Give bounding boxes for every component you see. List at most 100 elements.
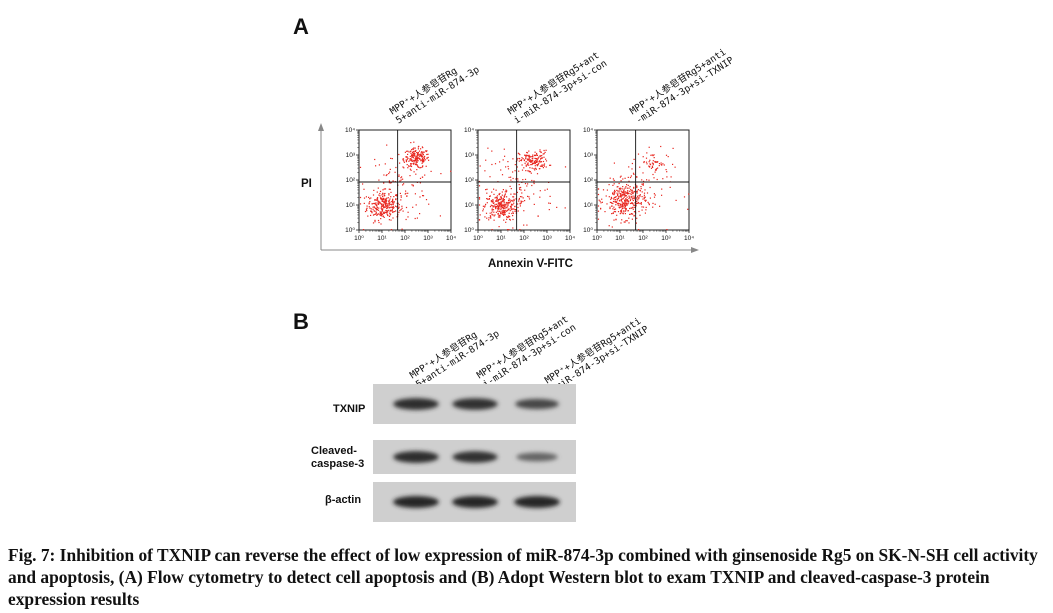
cytometry-dot bbox=[609, 177, 611, 179]
cytometry-dot bbox=[672, 147, 674, 149]
cytometry-dot bbox=[537, 157, 539, 159]
cytometry-dot bbox=[661, 188, 663, 190]
cytometry-dot bbox=[614, 201, 616, 203]
cytometry-dot bbox=[382, 200, 384, 203]
cytometry-dot bbox=[370, 197, 372, 199]
cytometry-dot bbox=[543, 156, 545, 158]
cytometry-dot bbox=[627, 191, 629, 193]
cytometry-dot bbox=[630, 188, 632, 191]
cytometry-dot bbox=[405, 156, 407, 158]
cytometry-dot bbox=[408, 160, 410, 162]
cytometry-dot bbox=[662, 178, 664, 180]
cytometry-dot bbox=[418, 153, 420, 155]
cytometry-dot bbox=[656, 161, 658, 163]
cytometry-dot bbox=[387, 214, 389, 216]
blot-strip-1 bbox=[373, 384, 576, 424]
cytometry-dot bbox=[514, 210, 516, 212]
cytometry-dot bbox=[528, 157, 530, 159]
cytometry-dot bbox=[400, 179, 402, 181]
cytometry-dot bbox=[395, 166, 397, 169]
cytometry-dot bbox=[379, 192, 381, 195]
cytometry-dot bbox=[383, 201, 385, 203]
cytometry-dot bbox=[377, 187, 379, 189]
cytometry-dot bbox=[393, 207, 395, 209]
cytometry-dot bbox=[624, 202, 626, 204]
cytometry-dot bbox=[380, 198, 382, 200]
cytometry-dot bbox=[665, 169, 667, 171]
cytometry-dot bbox=[510, 207, 512, 209]
cytometry-dot bbox=[380, 203, 382, 205]
cytometry-dot bbox=[385, 174, 387, 177]
cytometry-dot bbox=[632, 192, 634, 194]
cytometry-dot bbox=[624, 187, 626, 189]
cytometry-dot bbox=[633, 186, 635, 188]
cytometry-dot bbox=[620, 210, 622, 212]
blot-band bbox=[393, 398, 439, 410]
cytometry-dot bbox=[498, 193, 500, 195]
cytometry-dot bbox=[529, 171, 531, 173]
x-tick-label: 10⁰ bbox=[473, 235, 483, 242]
cytometry-dot bbox=[526, 164, 529, 166]
cytometry-dot bbox=[660, 145, 662, 148]
cytometry-dot bbox=[428, 203, 430, 205]
cytometry-dot bbox=[539, 165, 541, 167]
cytometry-dot bbox=[504, 206, 506, 208]
cytometry-dot bbox=[376, 199, 378, 201]
cytometry-dot bbox=[653, 157, 655, 159]
cytometry-dot bbox=[526, 154, 528, 156]
cytometry-dot bbox=[657, 167, 659, 169]
cytometry-dot bbox=[609, 207, 611, 210]
cytometry-dot bbox=[422, 161, 424, 163]
cytometry-dot bbox=[401, 176, 403, 178]
cytometry-dot bbox=[380, 223, 382, 225]
cytometry-dot bbox=[636, 176, 638, 178]
cytometry-dot bbox=[640, 202, 642, 204]
cytometry-dot bbox=[618, 188, 620, 190]
cytometry-dot bbox=[620, 190, 622, 192]
cytometry-dot bbox=[378, 200, 380, 202]
cytometry-dot bbox=[624, 210, 627, 212]
cytometry-dot bbox=[646, 152, 648, 154]
blot-label-txnip: TXNIP bbox=[333, 403, 366, 415]
cytometry-dot bbox=[383, 211, 385, 213]
cytometry-dot bbox=[504, 196, 506, 198]
cytometry-dot bbox=[372, 214, 375, 216]
cytometry-dot bbox=[502, 210, 504, 212]
cytometry-dot bbox=[539, 160, 541, 162]
cytometry-dot bbox=[409, 168, 411, 170]
cytometry-dot bbox=[363, 202, 365, 204]
cytometry-dot bbox=[645, 199, 647, 201]
cytometry-dot bbox=[420, 152, 422, 154]
cytometry-dot bbox=[636, 198, 638, 200]
cytometry-dot bbox=[509, 202, 511, 204]
cytometry-dot bbox=[630, 202, 632, 204]
cytometry-dot bbox=[505, 166, 507, 168]
cytometry-dot bbox=[398, 204, 400, 206]
cytometry-dot bbox=[503, 219, 505, 221]
cytometry-dot bbox=[625, 208, 627, 210]
cytometry-dot bbox=[509, 185, 511, 187]
cytometry-dot bbox=[423, 159, 425, 161]
cytometry-dot bbox=[498, 210, 500, 213]
cytometry-dot bbox=[406, 156, 408, 158]
cytometry-dot bbox=[385, 205, 387, 207]
cytometry-dot bbox=[503, 148, 505, 150]
cytometry-dot bbox=[501, 205, 503, 207]
cytometry-dot bbox=[507, 204, 509, 206]
cytometry-dot bbox=[517, 157, 519, 160]
cytometry-dot bbox=[388, 194, 390, 196]
cytometry-dot bbox=[504, 204, 506, 206]
cytometry-dot bbox=[513, 198, 515, 200]
cytometry-dot bbox=[633, 204, 635, 206]
cytometry-dot bbox=[608, 196, 610, 198]
cytometry-dot bbox=[624, 213, 626, 215]
cytometry-dot bbox=[385, 211, 387, 214]
cytometry-dot bbox=[622, 213, 624, 215]
cytometry-dot bbox=[421, 162, 423, 164]
panel-a-letter: A bbox=[293, 14, 309, 39]
x-tick-label: 10⁰ bbox=[592, 235, 602, 242]
cytometry-dot bbox=[617, 211, 620, 213]
cytometry-dot bbox=[652, 206, 654, 208]
cytometry-dot bbox=[536, 152, 538, 155]
cytometry-dot bbox=[627, 202, 629, 204]
